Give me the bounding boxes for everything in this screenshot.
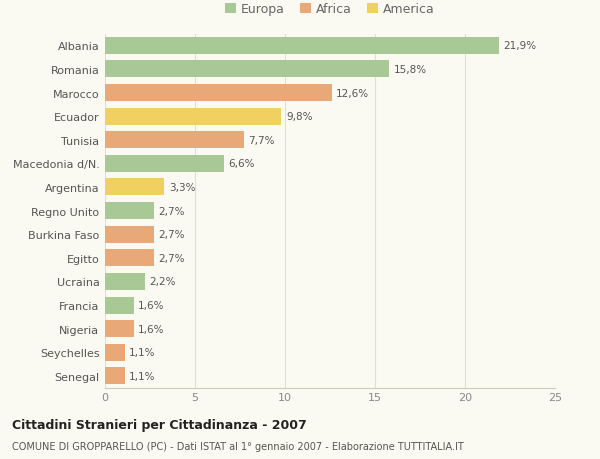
Text: 1,1%: 1,1% (130, 347, 156, 358)
Bar (105, 274, 145, 290)
Bar (105, 297, 134, 314)
Bar (105, 320, 134, 337)
Bar (105, 62, 389, 78)
Text: 21,9%: 21,9% (504, 41, 537, 51)
Text: 2,2%: 2,2% (149, 277, 176, 287)
Bar (105, 368, 125, 385)
Text: 1,6%: 1,6% (139, 300, 165, 310)
Text: 6,6%: 6,6% (229, 159, 255, 169)
Text: 3,3%: 3,3% (169, 183, 196, 193)
Legend: Europa, Africa, America: Europa, Africa, America (220, 0, 440, 21)
Bar (105, 38, 499, 55)
Text: 2,7%: 2,7% (158, 206, 185, 216)
Text: 1,1%: 1,1% (130, 371, 156, 381)
Bar (105, 344, 125, 361)
Text: Cittadini Stranieri per Cittadinanza - 2007: Cittadini Stranieri per Cittadinanza - 2… (12, 418, 307, 431)
Text: 7,7%: 7,7% (248, 135, 275, 146)
Text: 15,8%: 15,8% (394, 65, 427, 75)
Bar (105, 108, 281, 125)
Bar (105, 85, 332, 102)
Bar (105, 179, 164, 196)
Text: 2,7%: 2,7% (158, 253, 185, 263)
Bar (105, 226, 154, 243)
Text: 1,6%: 1,6% (139, 324, 165, 334)
Text: 2,7%: 2,7% (158, 230, 185, 240)
Text: COMUNE DI GROPPARELLO (PC) - Dati ISTAT al 1° gennaio 2007 - Elaborazione TUTTIT: COMUNE DI GROPPARELLO (PC) - Dati ISTAT … (12, 441, 464, 451)
Bar (105, 203, 154, 219)
Bar (105, 156, 224, 173)
Bar (105, 132, 244, 149)
Text: 9,8%: 9,8% (286, 112, 313, 122)
Bar (105, 250, 154, 267)
Text: 12,6%: 12,6% (336, 88, 370, 98)
